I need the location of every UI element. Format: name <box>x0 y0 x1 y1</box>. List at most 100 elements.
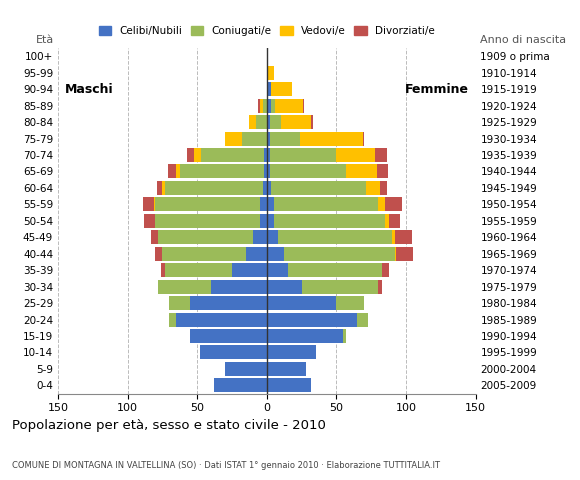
Text: Femmine: Femmine <box>405 83 469 96</box>
Bar <box>165 181 263 195</box>
Bar <box>190 329 267 343</box>
Bar <box>169 296 190 310</box>
Bar <box>392 230 395 244</box>
Bar <box>154 197 155 211</box>
Bar <box>395 230 412 244</box>
Bar <box>158 280 211 294</box>
Bar <box>232 263 267 277</box>
Bar <box>211 280 267 294</box>
Bar <box>271 82 292 96</box>
Text: Maschi: Maschi <box>65 83 114 96</box>
Text: COMUNE DI MONTAGNA IN VALTELLINA (SO) · Dati ISTAT 1° gennaio 2010 · Elaborazion: COMUNE DI MONTAGNA IN VALTELLINA (SO) · … <box>12 461 440 470</box>
Bar <box>161 263 165 277</box>
Text: Età: Età <box>35 35 54 45</box>
Bar <box>267 82 271 96</box>
Bar <box>336 148 375 162</box>
Bar <box>336 296 364 310</box>
Bar <box>151 230 158 244</box>
Bar <box>270 165 346 179</box>
Bar <box>168 165 176 179</box>
Bar <box>169 312 176 326</box>
Bar <box>158 230 253 244</box>
Bar <box>260 197 267 211</box>
Bar <box>278 230 392 244</box>
Bar <box>267 214 274 228</box>
Bar <box>194 148 201 162</box>
Bar <box>267 346 316 360</box>
Bar <box>379 181 386 195</box>
Bar <box>274 197 378 211</box>
Bar <box>267 181 271 195</box>
Text: Anno di nascita: Anno di nascita <box>480 35 566 45</box>
Bar <box>267 378 311 392</box>
Bar <box>260 214 267 228</box>
Bar <box>200 346 267 360</box>
Bar <box>263 181 267 195</box>
Bar <box>176 312 267 326</box>
Bar <box>365 181 379 195</box>
Bar <box>281 115 311 129</box>
Bar <box>382 263 389 277</box>
Bar <box>396 247 413 261</box>
Bar <box>267 98 271 113</box>
Bar <box>176 165 180 179</box>
Bar <box>267 66 274 80</box>
Bar <box>180 165 264 179</box>
Bar <box>271 181 365 195</box>
Bar <box>270 132 300 145</box>
Bar <box>249 115 256 129</box>
Bar <box>187 148 194 162</box>
Bar <box>267 312 357 326</box>
Bar <box>162 181 165 195</box>
Bar <box>143 197 154 211</box>
Bar <box>288 263 382 277</box>
Bar <box>201 148 264 162</box>
Bar <box>162 247 246 261</box>
Bar <box>267 296 336 310</box>
Bar <box>225 362 267 376</box>
Bar <box>263 98 267 113</box>
Bar <box>284 247 395 261</box>
Bar <box>190 296 267 310</box>
Bar <box>303 98 304 113</box>
Bar <box>270 148 336 162</box>
Bar <box>267 263 288 277</box>
Bar <box>246 247 267 261</box>
Bar <box>300 132 363 145</box>
Bar <box>363 132 364 145</box>
Bar <box>267 362 306 376</box>
Bar <box>267 165 270 179</box>
Bar <box>395 247 396 261</box>
Bar <box>302 280 378 294</box>
Bar <box>311 115 313 129</box>
Bar <box>385 197 402 211</box>
Bar <box>267 280 302 294</box>
Bar <box>267 247 284 261</box>
Bar <box>214 378 267 392</box>
Bar <box>256 115 267 129</box>
Bar <box>378 280 382 294</box>
Bar <box>267 230 278 244</box>
Bar <box>144 214 155 228</box>
Bar <box>343 329 346 343</box>
Bar <box>389 214 400 228</box>
Legend: Celibi/Nubili, Coniugati/e, Vedovi/e, Divorziati/e: Celibi/Nubili, Coniugati/e, Vedovi/e, Di… <box>95 22 439 40</box>
Bar <box>267 329 343 343</box>
Bar <box>270 115 281 129</box>
Bar <box>165 263 232 277</box>
Bar <box>155 214 260 228</box>
Bar <box>385 214 389 228</box>
Bar <box>357 312 368 326</box>
Bar <box>253 230 267 244</box>
Bar <box>267 132 270 145</box>
Bar <box>267 148 270 162</box>
Bar <box>378 197 385 211</box>
Bar <box>271 98 275 113</box>
Bar <box>242 132 267 145</box>
Bar <box>155 247 162 261</box>
Bar <box>260 98 263 113</box>
Bar <box>259 98 260 113</box>
Bar <box>275 98 303 113</box>
Bar <box>377 165 388 179</box>
Bar <box>225 132 242 145</box>
